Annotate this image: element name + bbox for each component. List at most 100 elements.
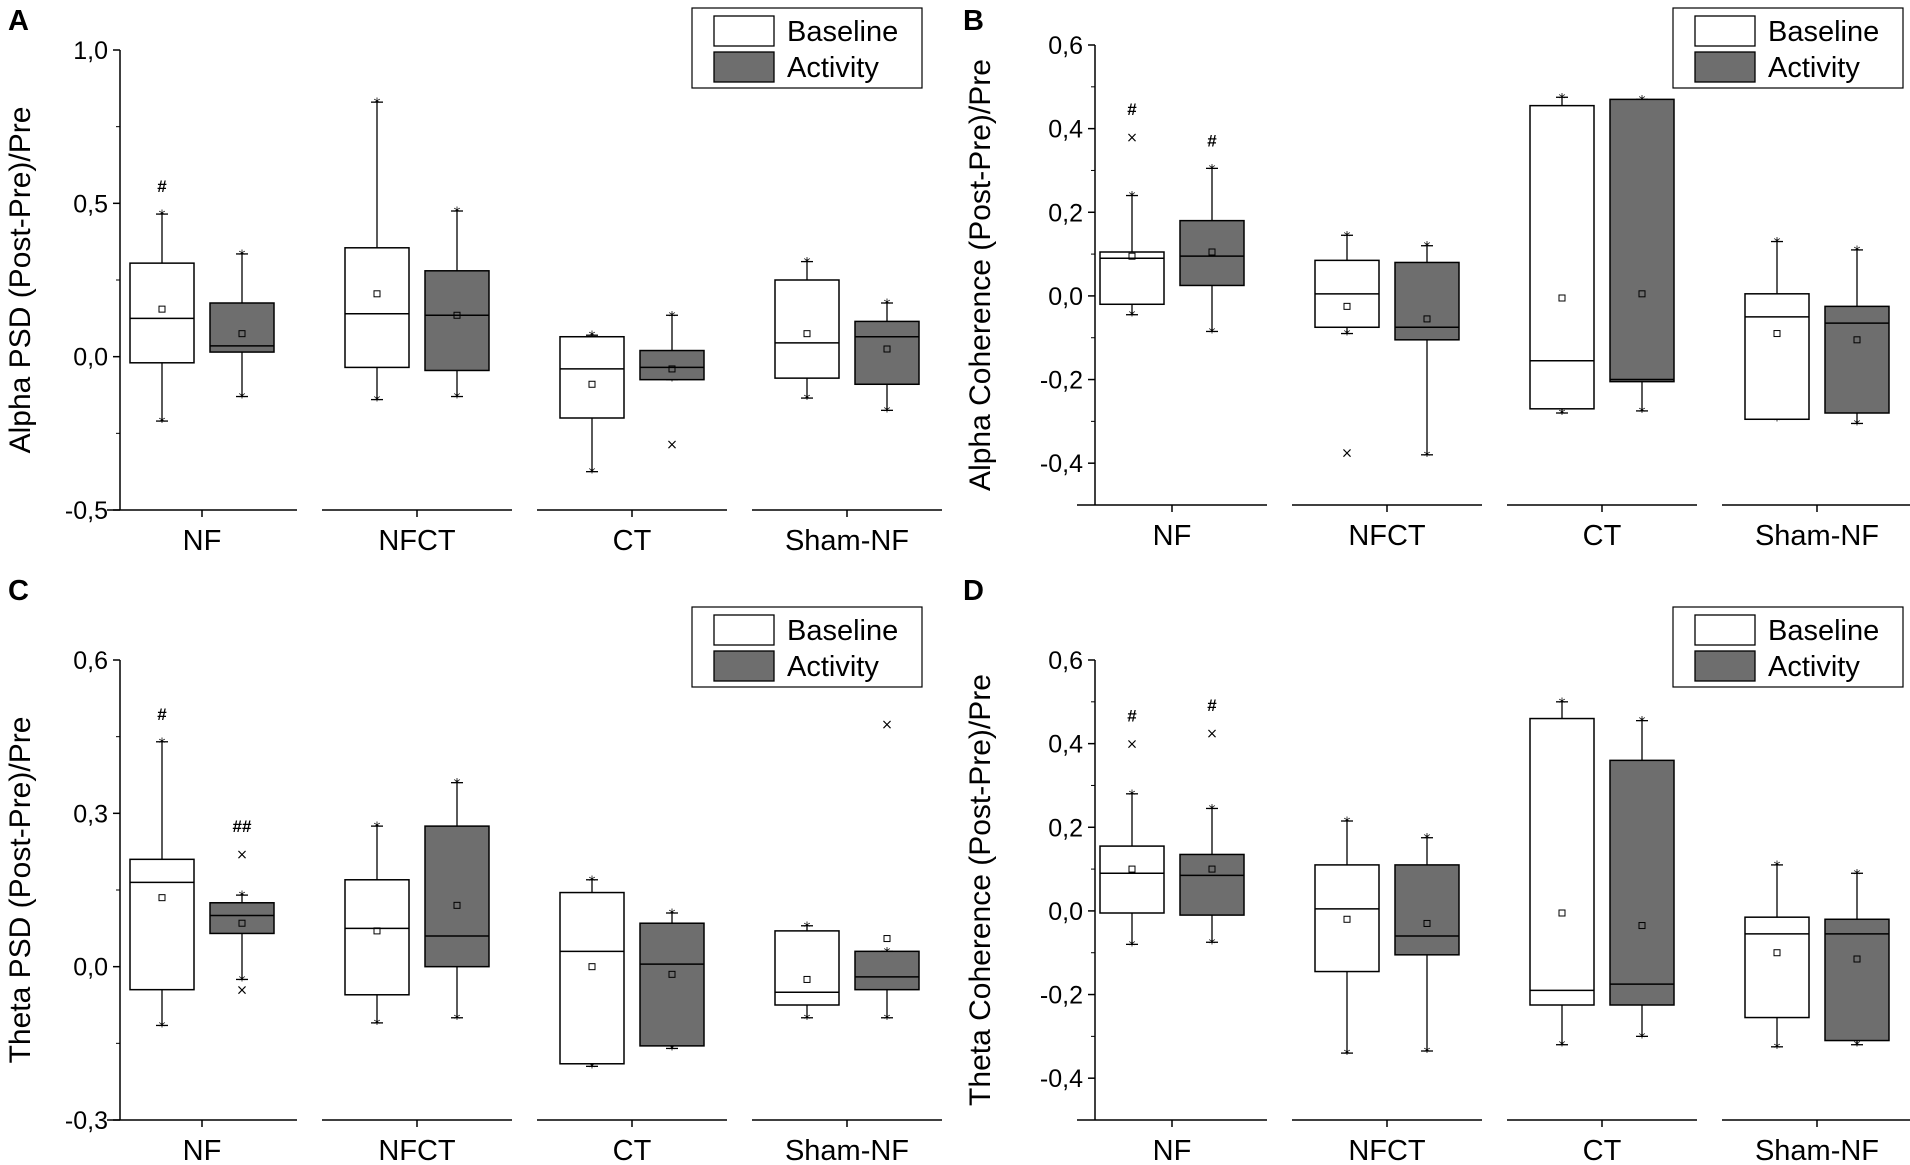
mean-marker bbox=[1558, 294, 1566, 302]
outlier-marker: × bbox=[1126, 737, 1138, 753]
whisker-end-marker: * bbox=[1209, 936, 1216, 952]
box-body bbox=[1394, 864, 1460, 956]
legend-label-baseline: Baseline bbox=[787, 615, 898, 647]
mean-marker bbox=[1128, 252, 1136, 260]
box-body bbox=[774, 930, 840, 1006]
category-label: NF bbox=[1153, 1135, 1192, 1165]
mean-marker bbox=[453, 901, 461, 909]
mean-marker bbox=[1773, 949, 1781, 957]
mean-marker bbox=[883, 345, 891, 353]
box-sham-nf-baseline: ** bbox=[774, 920, 840, 1028]
legend-label-activity: Activity bbox=[1768, 52, 1860, 84]
legend: Baseline Activity bbox=[1672, 606, 1904, 688]
box-body bbox=[1099, 845, 1165, 914]
legend-swatch-activity bbox=[1694, 650, 1756, 682]
box-body bbox=[1099, 251, 1165, 306]
significance-annotation: # bbox=[157, 705, 167, 724]
box-body bbox=[639, 349, 705, 381]
box-body bbox=[1824, 918, 1890, 1042]
box-sham-nf-activity: **× bbox=[854, 717, 920, 1028]
box-nfct-activity: ** bbox=[424, 777, 490, 1028]
whisker-end-marker: * bbox=[1344, 815, 1351, 831]
panel-letter: C bbox=[8, 575, 29, 607]
category-label: CT bbox=[613, 1135, 652, 1165]
mean-marker bbox=[158, 305, 166, 313]
category-label: CT bbox=[613, 525, 652, 557]
whisker-end-marker: * bbox=[1344, 229, 1351, 245]
whisker-end-marker: * bbox=[1639, 1030, 1646, 1046]
y-tick-label: 0,5 bbox=[73, 190, 108, 218]
box-body bbox=[424, 825, 490, 968]
mean-marker bbox=[668, 365, 676, 373]
whisker-end-marker: * bbox=[1774, 859, 1781, 875]
y-tick-label: -0,5 bbox=[65, 497, 108, 525]
box-sham-nf-baseline: ** bbox=[1744, 859, 1810, 1057]
box-ct-activity: ** bbox=[639, 907, 705, 1058]
whisker-end-marker: * bbox=[1854, 417, 1861, 433]
whisker-end-marker: * bbox=[374, 820, 381, 836]
box-body bbox=[1609, 759, 1675, 1006]
legend-label-baseline: Baseline bbox=[1768, 615, 1879, 647]
y-tick-label: 0,0 bbox=[1048, 898, 1083, 926]
whisker-end-marker: * bbox=[454, 205, 461, 221]
box-body bbox=[774, 279, 840, 379]
mean-marker bbox=[803, 975, 811, 983]
significance-annotation: # bbox=[1127, 100, 1137, 119]
mean-marker bbox=[588, 380, 596, 388]
whisker-end-marker: * bbox=[1209, 325, 1216, 341]
box-body bbox=[639, 922, 705, 1047]
y-axis-label: Theta PSD (Post-Pre)/Pre bbox=[4, 717, 37, 1064]
whisker-end-marker: * bbox=[804, 920, 811, 936]
whisker-end-marker: * bbox=[669, 1042, 676, 1058]
whisker-end-marker: * bbox=[1854, 1039, 1861, 1055]
whisker-end-marker: * bbox=[159, 1019, 166, 1035]
y-tick-label: 1,0 bbox=[73, 37, 108, 65]
whisker-end-marker: * bbox=[1424, 832, 1431, 848]
legend-swatch-baseline bbox=[1694, 15, 1756, 47]
legend-swatch-baseline bbox=[713, 15, 775, 47]
box-nfct-activity: ** bbox=[1394, 240, 1460, 465]
mean-marker bbox=[668, 970, 676, 978]
outlier-marker: × bbox=[666, 437, 678, 453]
whisker-end-marker: * bbox=[454, 777, 461, 793]
y-axis-label: Theta Coherence (Post-Pre)/Pre bbox=[964, 674, 997, 1106]
mean-marker bbox=[803, 330, 811, 338]
legend-swatch-activity bbox=[713, 51, 775, 83]
box-nfct-activity: ** bbox=[424, 205, 490, 407]
category-label: NF bbox=[1153, 520, 1192, 552]
box-ct-activity: * * × bbox=[639, 309, 705, 453]
mean-marker bbox=[158, 894, 166, 902]
whisker-end-marker: * bbox=[1209, 162, 1216, 178]
category-label: CT bbox=[1583, 1135, 1622, 1165]
legend: Baseline Activity bbox=[1672, 7, 1904, 89]
box-nf-baseline: * * # bbox=[129, 705, 195, 1035]
y-tick-label: -0,3 bbox=[65, 1107, 108, 1135]
panel-letter: A bbox=[8, 5, 29, 37]
y-tick-label: 0,4 bbox=[1048, 731, 1083, 759]
whisker-end-marker: * bbox=[159, 415, 166, 431]
box-nf-baseline: * * # bbox=[129, 177, 195, 431]
mean-marker bbox=[1423, 315, 1431, 323]
whisker-end-marker: * bbox=[804, 256, 811, 272]
legend-swatch-baseline bbox=[713, 614, 775, 646]
whisker-end-marker: * bbox=[374, 1017, 381, 1033]
category-label: NFCT bbox=[378, 525, 456, 557]
category-label: NF bbox=[183, 525, 222, 557]
category-label: Sham-NF bbox=[785, 1135, 909, 1165]
y-tick-label: -0,4 bbox=[1040, 450, 1083, 478]
box-body bbox=[344, 247, 410, 369]
box-nf-activity: * * × # bbox=[1179, 696, 1245, 952]
significance-annotation: # bbox=[157, 177, 167, 196]
legend-label-baseline: Baseline bbox=[787, 16, 898, 48]
box-body bbox=[1179, 853, 1245, 916]
mean-marker bbox=[373, 290, 381, 298]
y-tick-label: 0,2 bbox=[1048, 199, 1083, 227]
whisker-end-marker: * bbox=[454, 391, 461, 407]
box-body bbox=[129, 262, 195, 364]
box-nf-activity: * * # bbox=[1179, 131, 1245, 341]
mean-marker bbox=[1638, 922, 1646, 930]
whisker-end-marker: * bbox=[239, 248, 246, 264]
panel-D: D Theta Coherence (Post-Pre)/Pre -0,4 -0,2 0… bbox=[963, 575, 1910, 1165]
whisker-end-marker: * bbox=[1129, 190, 1136, 206]
box-nf-baseline: * * × # bbox=[1099, 707, 1165, 954]
